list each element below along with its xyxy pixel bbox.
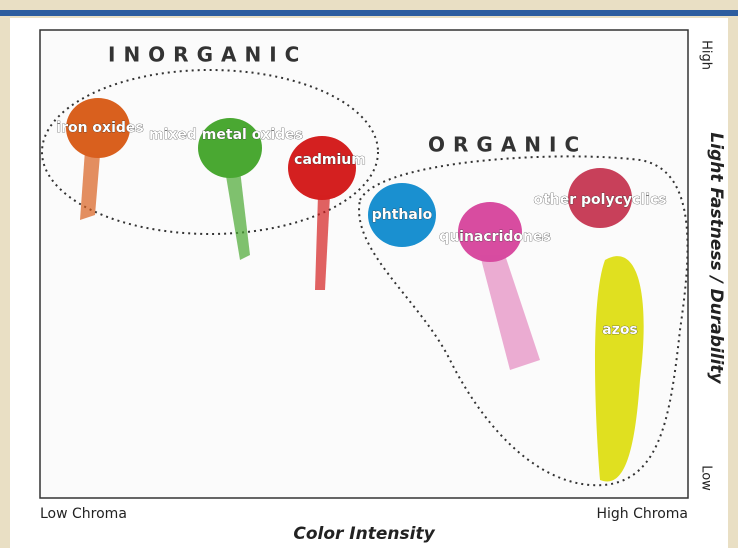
y-high-label: High [699, 40, 714, 70]
pigment-label: other polycyclics [533, 192, 666, 208]
pigment-label: phthalo [372, 207, 433, 223]
pigment-label: cadmium [294, 152, 366, 168]
pigment-label: iron oxides [56, 120, 143, 136]
x-low-label: Low Chroma [40, 506, 127, 522]
x-axis-title: Color Intensity [293, 524, 435, 544]
pigment-label: quinacridones [439, 229, 551, 245]
plot-frame [40, 30, 688, 498]
blob-red [288, 136, 356, 200]
y-low-label: Low [699, 465, 714, 491]
x-high-label: High Chroma [596, 506, 688, 522]
group-label: ORGANIC [428, 133, 587, 157]
pigment-label: azos [602, 322, 638, 338]
group-label: INORGANIC [108, 43, 307, 67]
y-axis-title: Light Fastness / Durability [706, 132, 726, 384]
pigment-label: mixed metal oxides [149, 127, 303, 143]
diagram: INORGANIC ORGANIC iron oxides mixed meta… [0, 0, 738, 548]
header-strip [0, 10, 738, 16]
